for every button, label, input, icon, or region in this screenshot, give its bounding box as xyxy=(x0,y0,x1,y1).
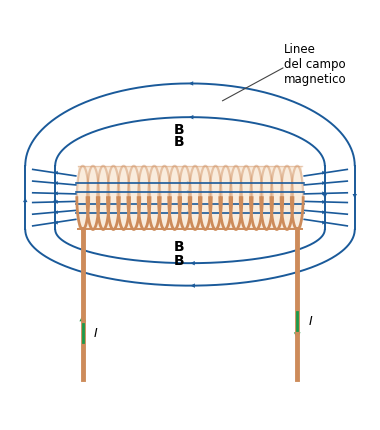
Bar xyxy=(78,166,302,230)
Text: B: B xyxy=(173,254,184,268)
Text: Linee
del campo
magnetico: Linee del campo magnetico xyxy=(283,43,346,86)
Text: B: B xyxy=(173,123,184,136)
Text: I: I xyxy=(94,326,98,340)
Text: B: B xyxy=(173,240,184,254)
Text: I: I xyxy=(309,315,312,328)
Text: B: B xyxy=(173,135,184,149)
